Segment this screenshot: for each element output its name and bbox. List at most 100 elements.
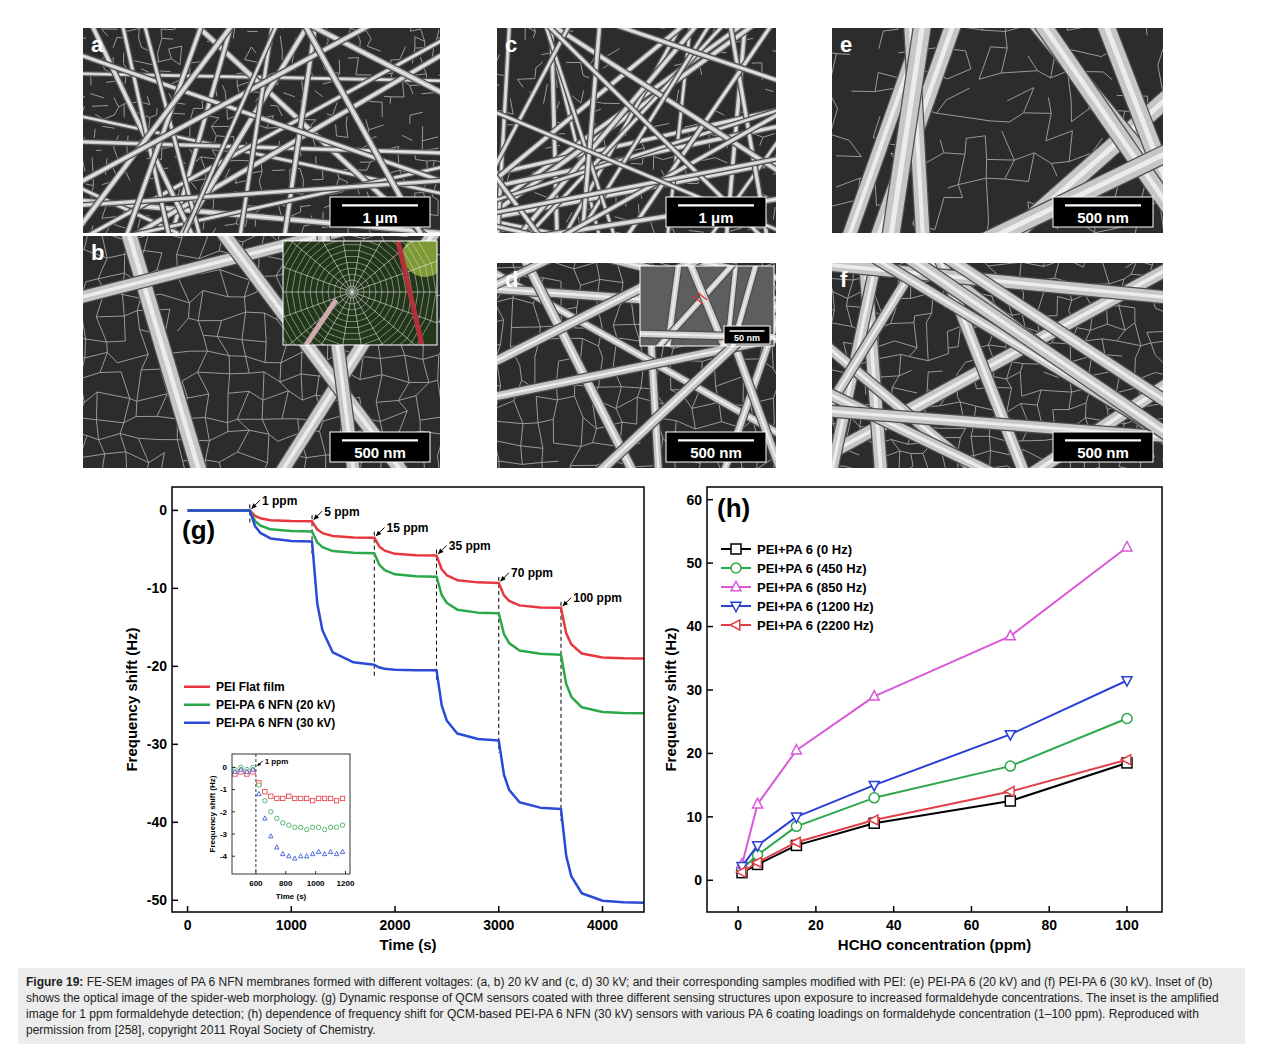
x-tick xyxy=(345,871,346,874)
y-tick-label: 30 xyxy=(686,682,702,698)
x-tick-label: 2000 xyxy=(379,917,410,933)
y-tick xyxy=(707,562,713,564)
fiber-edge xyxy=(83,236,440,395)
photo-spider xyxy=(306,300,336,345)
fiber xyxy=(832,263,1163,468)
fiber-highlight xyxy=(134,28,440,233)
marker xyxy=(269,834,273,838)
x-tick-label: 800 xyxy=(279,879,293,888)
marker xyxy=(1005,796,1015,806)
web-ring xyxy=(283,241,436,345)
marker xyxy=(275,816,279,820)
x-tick-label: 80 xyxy=(1041,917,1057,933)
marker xyxy=(869,793,879,803)
annotation-arrow xyxy=(257,761,262,766)
web-ring xyxy=(340,280,364,304)
marker xyxy=(281,851,285,855)
fiber-edge xyxy=(497,130,776,233)
marker xyxy=(340,796,344,800)
annotation-label: 5 ppm xyxy=(324,505,359,519)
fiber xyxy=(83,236,440,468)
fiber xyxy=(832,263,1163,468)
fiber-edge xyxy=(134,28,440,233)
annotation-arrow xyxy=(438,545,447,554)
fiber-highlight xyxy=(832,263,1163,468)
fiber-highlight xyxy=(832,28,1073,233)
marker xyxy=(340,849,344,853)
legend-label: PEI+PA 6 (1200 Hz) xyxy=(757,599,874,614)
x-tick-label: 1000 xyxy=(276,917,307,933)
fiber xyxy=(497,28,776,233)
marker xyxy=(791,837,801,847)
web-thread xyxy=(283,292,352,323)
sem-image xyxy=(497,28,776,233)
y-tick-label: -1 xyxy=(220,785,228,794)
marker xyxy=(263,816,267,820)
marker xyxy=(287,794,291,798)
x-tick xyxy=(1048,906,1050,912)
fiber-highlight xyxy=(83,236,440,395)
scale-bar-label: 50 nm xyxy=(734,333,760,343)
web-thread xyxy=(352,241,368,292)
annotation-arrowhead xyxy=(257,762,261,766)
web-ring xyxy=(292,241,412,345)
x-tick-label: 600 xyxy=(249,879,263,888)
marker xyxy=(269,810,273,814)
y-tick xyxy=(172,900,178,902)
marker xyxy=(736,867,746,877)
x-tick xyxy=(1126,906,1128,912)
scale-bar-line xyxy=(1065,439,1141,441)
y-tick xyxy=(707,499,713,501)
fiber-edge xyxy=(497,28,776,233)
sem-image xyxy=(83,28,440,233)
scale-bar-box xyxy=(724,326,770,344)
annotation-arrowhead xyxy=(563,601,569,607)
scale-bar-label: 500 nm xyxy=(690,444,742,461)
marker xyxy=(316,796,320,800)
scale-bar-label: 500 nm xyxy=(1077,444,1129,461)
legend-label: PEI Flat film xyxy=(216,680,285,694)
marker xyxy=(1121,755,1131,765)
annotation-arrow xyxy=(563,598,572,607)
marker xyxy=(263,798,267,802)
scale-bar-label: 500 nm xyxy=(1077,209,1129,226)
marker xyxy=(791,745,801,755)
y-tick-label: 20 xyxy=(686,745,702,761)
fiber-edge xyxy=(832,28,1073,233)
x-tick xyxy=(737,906,739,912)
panel-letter: b xyxy=(91,240,104,265)
marker xyxy=(281,796,285,800)
marker xyxy=(334,851,338,855)
marker xyxy=(287,823,291,827)
fiber xyxy=(832,28,1163,233)
legend-label: PEI-PA 6 NFN (30 kV) xyxy=(216,716,335,730)
marker xyxy=(1005,630,1015,640)
marker xyxy=(328,825,332,829)
y-tick-label: 0 xyxy=(223,763,228,772)
legend-label: PEI+PA 6 (850 Hz) xyxy=(757,580,866,595)
marker xyxy=(334,825,338,829)
y-tick-label: -30 xyxy=(147,736,167,752)
fiber xyxy=(833,28,992,233)
legend-marker xyxy=(731,581,741,591)
fiber-highlight xyxy=(832,263,1163,468)
inset-frame xyxy=(640,266,774,346)
annotation-label: 100 ppm xyxy=(573,591,622,605)
y-tick xyxy=(172,666,178,668)
marker xyxy=(1122,542,1132,552)
sem-image xyxy=(83,236,440,468)
x-axis-title: Time (s) xyxy=(276,892,307,901)
y-tick-label: -10 xyxy=(147,580,167,596)
sem-image xyxy=(832,28,1163,233)
series-line xyxy=(188,510,644,658)
x-tick-label: 3000 xyxy=(483,917,514,933)
caption-label: Figure 19: xyxy=(26,975,83,989)
marker xyxy=(310,825,314,829)
x-tick-label: 1200 xyxy=(337,879,355,888)
marker xyxy=(245,769,249,773)
series-line xyxy=(742,763,1127,873)
x-tick xyxy=(255,871,256,874)
marker xyxy=(322,851,326,855)
x-tick-label: 60 xyxy=(964,917,980,933)
x-tick xyxy=(893,906,895,912)
